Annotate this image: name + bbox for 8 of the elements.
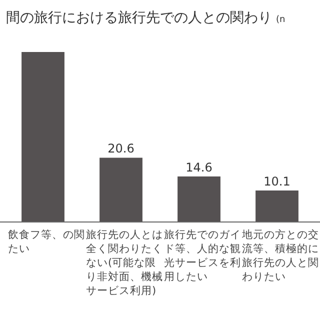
x-tick-label: 地元の方との交流等、積極的に旅行先の人と関わりたい xyxy=(241,228,319,283)
x-tick-label: 旅行先でのガイド等、人的な観光サービスを利用したい xyxy=(164,228,241,283)
data-label: 14.6 xyxy=(186,160,212,174)
data-label: 20.6 xyxy=(108,142,134,156)
x-tick-label: 飲食フ等、の関たい xyxy=(8,229,85,255)
data-label: 10.1 xyxy=(264,174,290,188)
title: 間の旅行における旅行先での人との関わり (n xyxy=(6,10,286,26)
x-tick-label: 旅行先の人とは全く関わりたくない(可能な限り非対面、機械サービス利用) xyxy=(86,228,163,297)
